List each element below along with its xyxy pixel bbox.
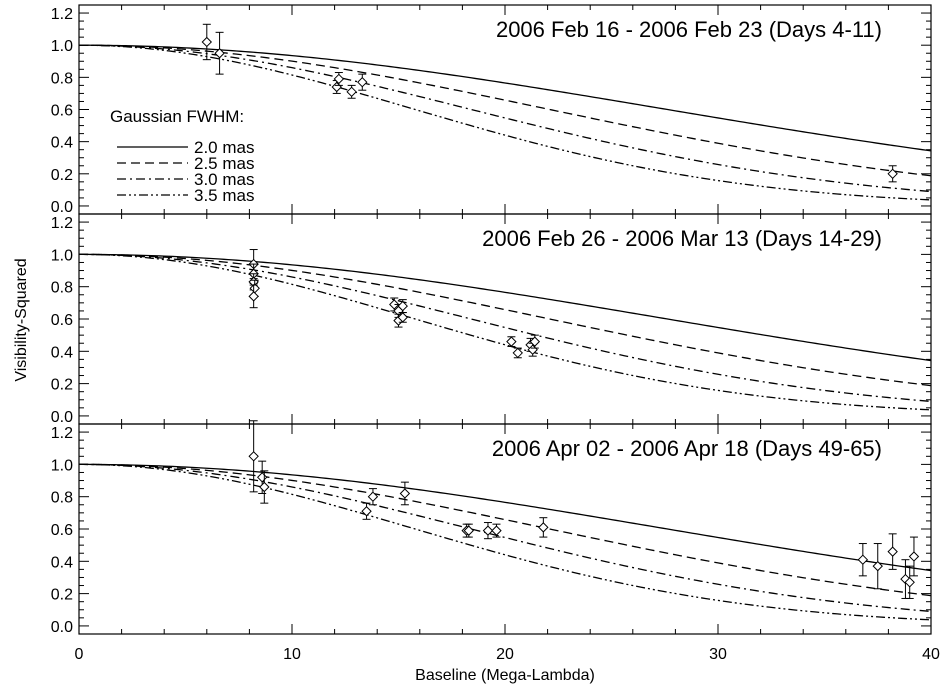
x-ticks <box>78 214 932 424</box>
y-tick-label: 0.0 <box>51 199 73 216</box>
data-point-diamond <box>361 506 372 517</box>
legend-label: 2.0 mas <box>194 138 254 157</box>
data-point-diamond <box>201 36 213 48</box>
y-tick-label: 1.2 <box>51 6 73 23</box>
y-axis-label: Visibility-Squared <box>13 258 30 381</box>
x-tick-label: 30 <box>709 646 727 663</box>
y-tick-label: 1.0 <box>51 457 73 474</box>
data-point-diamond <box>482 525 494 536</box>
data-point-diamond <box>887 546 898 557</box>
y-tick-label: 0.6 <box>51 103 73 120</box>
y-tick-label: 0.0 <box>51 619 73 636</box>
data-point-diamond <box>399 488 411 499</box>
y-tick-label: 0.2 <box>51 377 73 394</box>
x-tick-label: 20 <box>496 646 514 663</box>
data-point-diamond <box>529 336 541 347</box>
data-point-diamond <box>506 336 517 347</box>
data-point-diamond <box>463 525 474 536</box>
data-point-diamond <box>248 451 259 462</box>
panel-title: 2006 Feb 16 - 2006 Feb 23 (Days 4-11) <box>496 17 882 42</box>
model-curve-2-0-mas <box>79 253 931 362</box>
y-tick-label: 0.4 <box>51 135 73 152</box>
model-curve-3-0-mas <box>79 463 931 613</box>
data-points <box>248 420 920 599</box>
model-curve-2-0-mas <box>79 463 931 572</box>
y-tick-label: 0.2 <box>51 587 73 604</box>
model-curve-3-0-mas <box>79 44 931 193</box>
data-point-diamond <box>346 86 357 98</box>
data-point-diamond <box>887 168 898 180</box>
model-curve-2-5-mas <box>79 253 931 387</box>
data-point-diamond <box>857 554 869 565</box>
y-tick-label: 1.0 <box>51 38 73 55</box>
y-tick-label: 1.2 <box>51 215 73 232</box>
y-tick-label: 0.2 <box>51 167 73 184</box>
y-tick-label: 1.0 <box>51 247 73 264</box>
y-tick-label: 0.6 <box>51 312 73 329</box>
data-point-diamond <box>397 312 408 323</box>
x-axis-label: Baseline (Mega-Lambda) <box>415 667 595 684</box>
data-point-diamond <box>357 76 368 88</box>
legend-label: 3.5 mas <box>194 186 254 205</box>
y-tick-label: 0.8 <box>51 280 73 297</box>
data-point-diamond <box>538 522 549 533</box>
data-point-diamond <box>872 560 883 572</box>
data-point-diamond <box>333 73 345 85</box>
data-point-diamond <box>904 577 915 588</box>
x-ticks <box>78 424 932 634</box>
data-point-diamond <box>367 491 379 502</box>
data-point-diamond <box>331 81 342 93</box>
panel-1: 0.0 0.2 0.4 0.6 0.8 1.0 1.2 2006 Feb 16 - 2006 … <box>51 4 932 216</box>
legend-label: 3.0 mas <box>194 170 254 189</box>
x-tick-label: 0 <box>75 646 84 663</box>
panel-title: 2006 Feb 26 - 2006 Mar 13 (Days 14-29) <box>482 226 882 251</box>
data-point-diamond <box>908 551 920 562</box>
y-tick-label: 0.0 <box>51 409 73 426</box>
x-axis: 0 10 20 30 40 <box>75 646 940 663</box>
y-tick-label: 1.2 <box>51 425 73 442</box>
model-curve-3-5-mas <box>79 463 931 621</box>
x-tick-label: 40 <box>922 646 940 663</box>
model-curve-3-5-mas <box>79 253 931 411</box>
y-tick-label: 0.8 <box>51 490 73 507</box>
data-point-diamond <box>248 291 259 302</box>
legend-title: Gaussian FWHM: <box>110 107 244 126</box>
data-point-diamond <box>397 300 408 312</box>
y-tick-label: 0.8 <box>51 70 73 87</box>
legend-label: 2.5 mas <box>194 154 254 173</box>
y-axis: 0.0 0.2 0.4 0.6 0.8 1.0 1.2 <box>51 425 931 636</box>
data-point-diamond <box>512 347 523 359</box>
panel-3: 0.0 0.2 0.4 0.6 0.8 1.0 1.2 2006 Apr 02 - 2006 … <box>51 420 932 636</box>
x-ticks <box>78 5 932 214</box>
data-point-diamond <box>389 299 400 310</box>
x-tick-label: 10 <box>283 646 301 663</box>
data-points <box>201 23 898 183</box>
panel-2: 0.0 0.2 0.4 0.6 0.8 1.0 1.2 2006 Feb 26 - 2006 … <box>51 213 932 426</box>
model-curve-3-0-mas <box>79 253 931 403</box>
y-axis: 0.0 0.2 0.4 0.6 0.8 1.0 1.2 <box>51 215 931 426</box>
y-axis: 0.0 0.2 0.4 0.6 0.8 1.0 1.2 <box>51 6 931 216</box>
data-point-diamond <box>491 525 502 536</box>
panel-title: 2006 Apr 02 - 2006 Apr 18 (Days 49-65) <box>492 436 882 461</box>
y-tick-label: 0.6 <box>51 522 73 539</box>
data-point-diamond <box>214 48 225 59</box>
y-tick-label: 0.4 <box>51 344 73 361</box>
model-curves <box>79 463 931 621</box>
data-point-diamond <box>259 481 270 493</box>
model-curve-2-5-mas <box>79 463 931 597</box>
model-curve-3-5-mas <box>79 44 931 201</box>
data-points <box>248 249 541 359</box>
y-tick-label: 0.4 <box>51 554 73 571</box>
data-point-diamond <box>256 472 268 483</box>
model-curves <box>79 253 931 411</box>
